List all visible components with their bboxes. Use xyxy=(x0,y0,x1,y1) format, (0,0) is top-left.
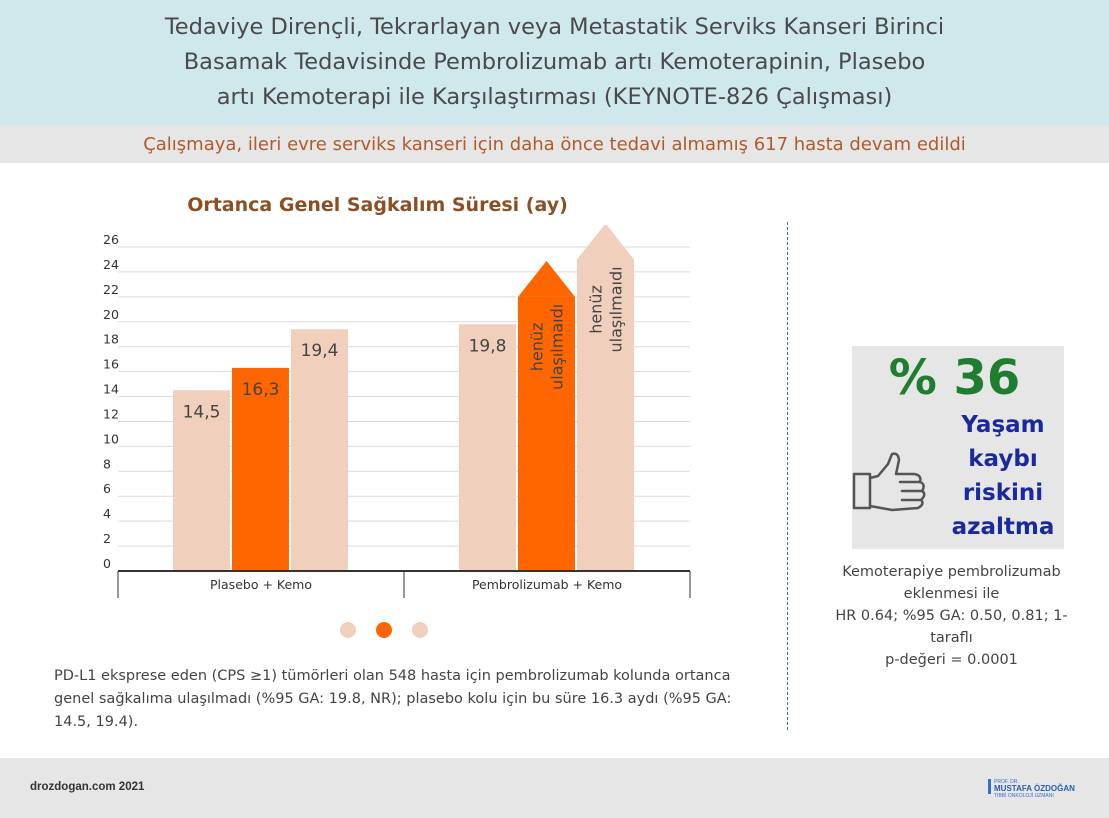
logo-line: MUSTAFA ÖZDOĞAN xyxy=(994,784,1075,793)
y-tick-label: 10 xyxy=(103,431,119,446)
bar xyxy=(577,259,634,571)
arrow-head xyxy=(518,260,575,297)
bar-label: 19,8 xyxy=(469,336,507,356)
risk-text: Yaşam kaybı riskini azaltma xyxy=(948,408,1058,544)
bar-label: 19,4 xyxy=(301,341,339,361)
risk-line: azaltma xyxy=(951,514,1055,540)
hr-line: HR 0.64; %95 GA: 0.50, 0.81; 1-taraflı xyxy=(835,608,1068,646)
logo-bar xyxy=(988,779,991,794)
carousel-dot-1[interactable] xyxy=(340,622,356,638)
x-tick-label: Pembrolizumab + Kemo xyxy=(472,577,622,592)
y-tick-label: 0 xyxy=(103,556,111,571)
y-tick-label: 18 xyxy=(103,332,119,347)
y-tick-label: 22 xyxy=(103,282,119,297)
logo-text: PROF. DR. MUSTAFA ÖZDOĞAN TIBBİ ONKOLOJİ… xyxy=(994,779,1075,799)
bar-label: 14,5 xyxy=(183,402,221,422)
divider xyxy=(787,222,788,730)
hr-line: eklenmesi ile xyxy=(903,586,1000,602)
footer: drozdogan.com 2021 PROF. DR. MUSTAFA ÖZD… xyxy=(0,758,1109,818)
site-credit: drozdogan.com 2021 xyxy=(30,781,145,793)
stat-box: % 36 Yaşam kaybı riskini azaltma xyxy=(852,346,1064,549)
bar xyxy=(459,324,516,571)
y-tick-label: 8 xyxy=(103,456,111,471)
thumbs-up-icon xyxy=(852,452,926,512)
y-tick-label: 20 xyxy=(103,307,119,322)
bar-label: 16,3 xyxy=(242,380,280,400)
x-tick-label: Plasebo + Kemo xyxy=(210,577,312,592)
y-tick-label: 24 xyxy=(103,257,119,272)
logo: PROF. DR. MUSTAFA ÖZDOĞAN TIBBİ ONKOLOJİ… xyxy=(988,779,1075,799)
footnote-text: PD-L1 eksprese eden (CPS ≥1) tümörleri o… xyxy=(54,668,732,730)
bar-label: henüzulaşılmaıdı xyxy=(587,266,626,352)
bar xyxy=(232,367,289,571)
logo-line: TIBBİ ONKOLOJİ UZMANI xyxy=(994,793,1054,799)
y-tick-label: 14 xyxy=(103,382,119,397)
subtitle-bar: Çalışmaya, ileri evre serviks kanseri iç… xyxy=(0,125,1109,163)
subtitle-text: Çalışmaya, ileri evre serviks kanseri iç… xyxy=(143,133,966,155)
carousel-dot-2[interactable] xyxy=(376,622,392,638)
hr-text: Kemoterapiye pembrolizumab eklenmesi ile… xyxy=(820,561,1083,671)
logo-line: PROF. DR. xyxy=(994,779,1019,785)
arrow-head xyxy=(577,225,634,260)
header: Tedaviye Dirençli, Tekrarlayan veya Meta… xyxy=(0,0,1109,125)
carousel-dots[interactable] xyxy=(340,622,428,638)
risk-line: Yaşam xyxy=(961,412,1045,438)
risk-reduction-percent: % 36 xyxy=(888,350,1021,406)
bar xyxy=(518,296,575,571)
y-tick-label: 12 xyxy=(103,406,119,421)
hr-line: p-değeri = 0.0001 xyxy=(885,652,1018,668)
bar xyxy=(291,329,348,571)
y-tick-label: 26 xyxy=(103,232,119,247)
y-tick-label: 2 xyxy=(103,531,111,546)
carousel-dot-3[interactable] xyxy=(412,622,428,638)
chart-title: Ortanca Genel Sağkalım Süresi (ay) xyxy=(187,194,568,216)
y-tick-label: 4 xyxy=(103,506,111,521)
hr-line: Kemoterapiye pembrolizumab xyxy=(842,564,1061,580)
risk-line: kaybı xyxy=(968,446,1038,472)
bar-label: henüzulaşılmaıdı xyxy=(528,304,567,390)
y-tick-label: 6 xyxy=(103,481,111,496)
page-title: Tedaviye Dirençli, Tekrarlayan veya Meta… xyxy=(164,14,945,110)
risk-line: riskini xyxy=(962,480,1044,506)
bar xyxy=(173,390,230,571)
y-tick-label: 16 xyxy=(103,357,119,372)
